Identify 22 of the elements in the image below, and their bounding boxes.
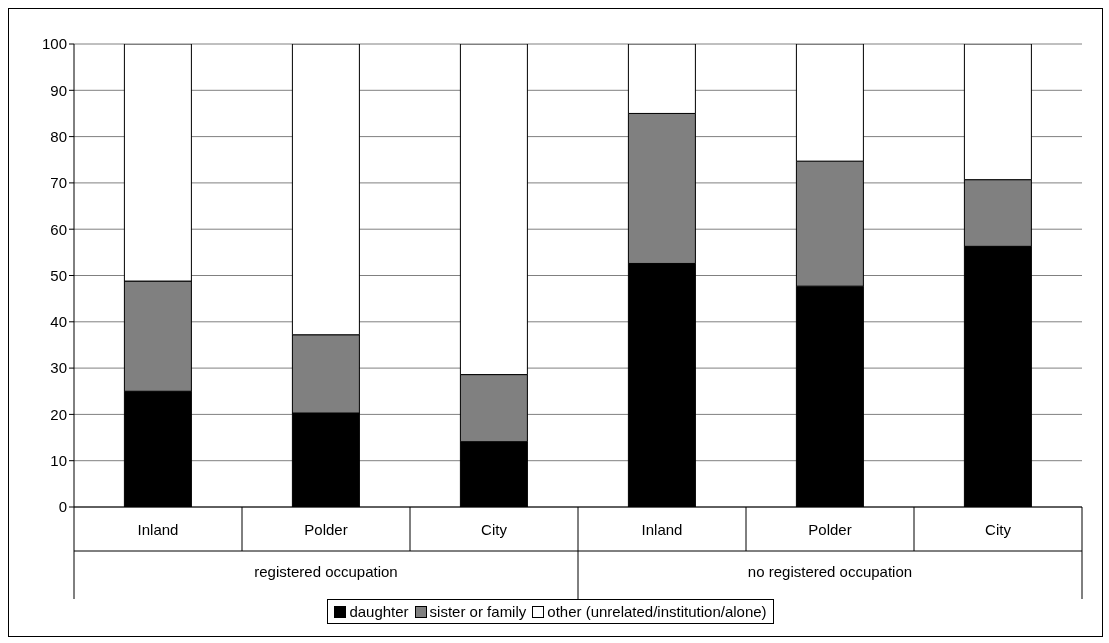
text: registered occupation — [254, 563, 398, 580]
x-tick-label: Inland — [137, 521, 179, 538]
legend-label: sister or family — [429, 603, 527, 620]
legend-label: daughter — [349, 603, 409, 620]
x-tick-label: City — [481, 521, 508, 538]
legend-label: other (unrelated/institution/alone) — [547, 603, 767, 620]
x-tick-label: Inland — [641, 521, 683, 538]
y-tick-label: 10 — [50, 452, 67, 470]
y-tick-label: 60 — [50, 220, 67, 238]
y-tick-label: 50 — [50, 266, 67, 284]
y-tick-label: 40 — [50, 313, 67, 331]
y-tick-label: 100 — [41, 35, 67, 53]
y-tick-label: 70 — [50, 174, 67, 192]
y-tick-label: 0 — [58, 498, 67, 516]
x-tick-label: City — [985, 521, 1012, 538]
x-tick-label: Polder — [808, 521, 852, 538]
y-tick-label: 30 — [50, 359, 67, 377]
y-tick-label: 20 — [50, 405, 67, 423]
text: no registered occupation — [747, 563, 913, 580]
y-tick-label: 90 — [50, 81, 67, 99]
x-tick-label: Polder — [304, 521, 348, 538]
y-tick-label: 80 — [50, 127, 67, 145]
